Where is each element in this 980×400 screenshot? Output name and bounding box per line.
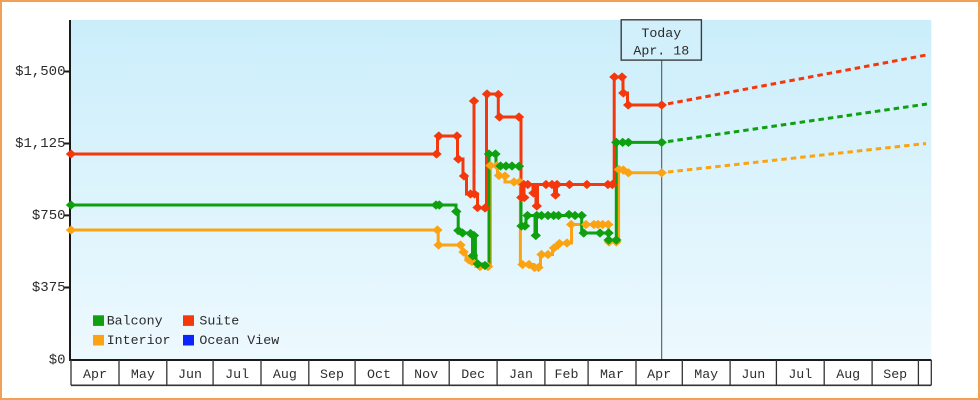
svg-text:Ocean View: Ocean View bbox=[199, 333, 279, 348]
svg-text:Dec: Dec bbox=[461, 367, 485, 382]
svg-text:Today: Today bbox=[641, 26, 681, 41]
svg-text:May: May bbox=[694, 367, 718, 382]
svg-text:$375: $375 bbox=[32, 280, 66, 296]
svg-text:Apr: Apr bbox=[647, 367, 671, 382]
svg-text:Jan: Jan bbox=[509, 367, 533, 382]
svg-text:May: May bbox=[131, 367, 155, 382]
svg-text:Jun: Jun bbox=[741, 367, 765, 382]
svg-text:Balcony: Balcony bbox=[107, 314, 163, 329]
svg-text:$750: $750 bbox=[32, 208, 66, 224]
svg-text:Jul: Jul bbox=[225, 367, 249, 382]
svg-text:Interior: Interior bbox=[107, 333, 171, 348]
svg-text:Nov: Nov bbox=[414, 367, 438, 382]
svg-text:Sep: Sep bbox=[320, 367, 344, 382]
svg-text:Jul: Jul bbox=[788, 367, 812, 382]
svg-text:Aug: Aug bbox=[273, 367, 297, 382]
svg-text:$0: $0 bbox=[49, 352, 66, 368]
svg-text:Apr. 18: Apr. 18 bbox=[633, 44, 689, 59]
svg-text:$1,125: $1,125 bbox=[15, 136, 65, 152]
svg-text:Aug: Aug bbox=[836, 367, 860, 382]
svg-text:Oct: Oct bbox=[367, 367, 391, 382]
svg-text:Suite: Suite bbox=[199, 314, 239, 329]
svg-text:Jun: Jun bbox=[178, 367, 202, 382]
svg-text:Apr: Apr bbox=[83, 367, 107, 382]
svg-text:Feb: Feb bbox=[555, 367, 579, 382]
svg-text:$1,500: $1,500 bbox=[15, 64, 65, 80]
svg-text:Mar: Mar bbox=[600, 367, 624, 382]
svg-text:Sep: Sep bbox=[883, 367, 907, 382]
